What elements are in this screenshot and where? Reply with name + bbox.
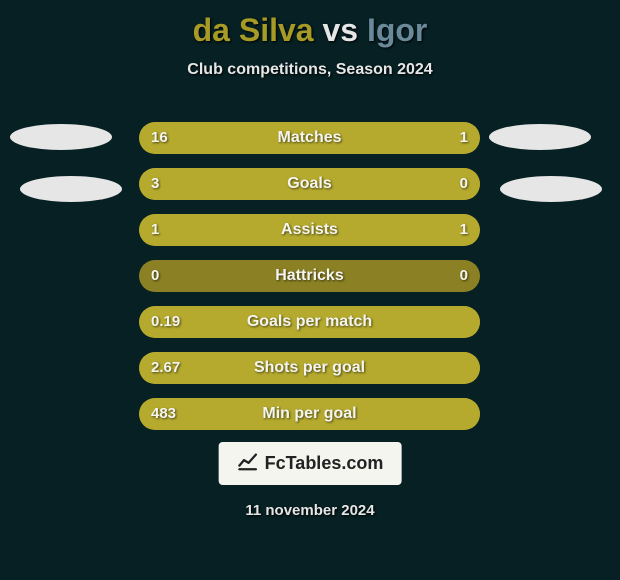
brand-badge[interactable]: FcTables.com <box>219 442 402 485</box>
team-badge-left-0 <box>10 124 112 150</box>
player2-name: Igor <box>367 12 427 48</box>
stat-row-4: 0.19Goals per match <box>139 306 480 338</box>
team-badge-right-0 <box>489 124 591 150</box>
subtitle: Club competitions, Season 2024 <box>0 61 620 79</box>
stat-label: Assists <box>139 214 480 246</box>
stat-row-6: 483Min per goal <box>139 398 480 430</box>
brand-text: FcTables.com <box>265 453 384 474</box>
stat-label: Hattricks <box>139 260 480 292</box>
vs-separator: vs <box>322 12 358 48</box>
stat-bars: 161Matches 30Goals 11Assists 00Hattricks 0.1… <box>139 122 480 444</box>
stat-label: Goals <box>139 168 480 200</box>
stat-row-0: 161Matches <box>139 122 480 154</box>
stat-row-3: 00Hattricks <box>139 260 480 292</box>
stat-label: Min per goal <box>139 398 480 430</box>
comparison-title: da Silva vs Igor <box>0 0 620 49</box>
stat-row-5: 2.67Shots per goal <box>139 352 480 384</box>
stat-label: Goals per match <box>139 306 480 338</box>
player1-name: da Silva <box>193 12 314 48</box>
chart-icon <box>237 450 259 477</box>
stat-label: Matches <box>139 122 480 154</box>
stat-row-2: 11Assists <box>139 214 480 246</box>
team-badge-right-1 <box>500 176 602 202</box>
date-label: 11 november 2024 <box>0 502 620 519</box>
stat-row-1: 30Goals <box>139 168 480 200</box>
stat-label: Shots per goal <box>139 352 480 384</box>
team-badge-left-1 <box>20 176 122 202</box>
